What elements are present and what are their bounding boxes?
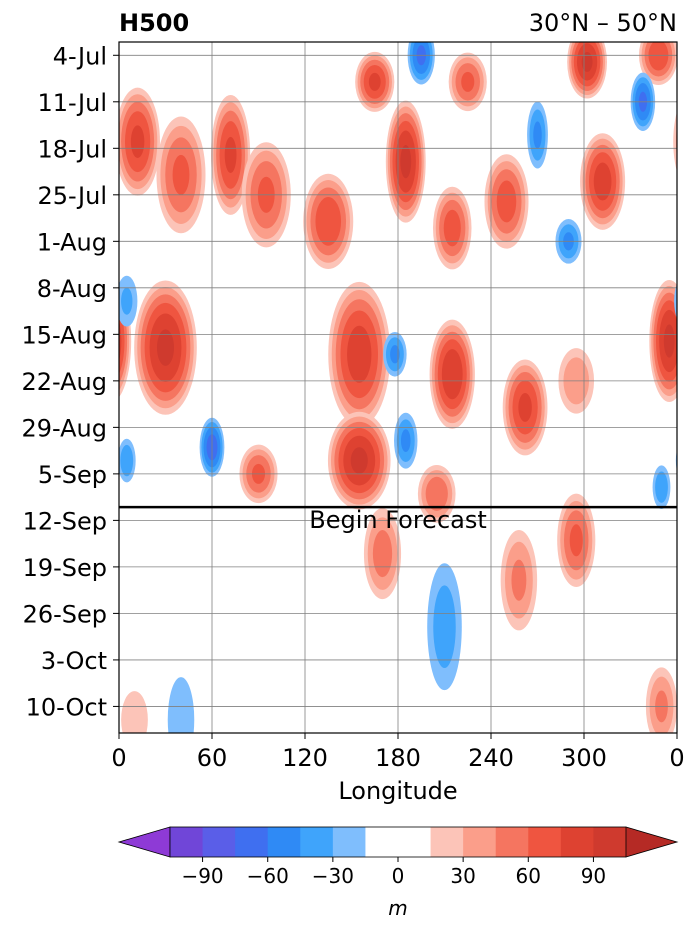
y-tick-label: 22-Aug — [21, 368, 107, 396]
y-tick-label: 12-Sep — [23, 507, 107, 535]
contour-band — [675, 126, 677, 158]
contour-band — [315, 197, 342, 246]
colorbar-tick-label: −90 — [181, 864, 223, 888]
chart-title: H500 — [119, 9, 189, 37]
contour-band — [674, 283, 677, 319]
colorbar-segment — [430, 827, 464, 857]
contour-band — [347, 325, 372, 383]
colorbar-segment — [593, 827, 627, 857]
colorbar-tick-label: 30 — [450, 864, 475, 888]
contour-band — [673, 111, 677, 172]
colorbar-tick-label: 60 — [516, 864, 541, 888]
forecast-label: Begin Forecast — [309, 506, 487, 534]
x-tick-label: 0 — [111, 744, 126, 772]
chart-subtitle: 30°N – 50°N — [529, 9, 677, 37]
colorbar-tick-label: 90 — [581, 864, 606, 888]
contour-band — [121, 691, 148, 733]
colorbar-tick-label: −60 — [247, 864, 289, 888]
contour-band — [496, 180, 517, 223]
contour-band — [679, 288, 690, 315]
x-tick-label: 60 — [197, 744, 228, 772]
x-tick-label: 300 — [561, 744, 607, 772]
contour-band — [400, 429, 411, 453]
contour-band — [679, 102, 697, 182]
y-tick-label: 3-Oct — [41, 647, 107, 675]
y-tick-label: 18-Jul — [38, 135, 108, 163]
x-tick-label: 240 — [468, 744, 514, 772]
y-tick-label: 8-Aug — [37, 275, 107, 303]
contour-band — [655, 471, 668, 503]
contour-band — [156, 329, 175, 366]
contour-band — [663, 324, 675, 358]
colorbar-segment — [332, 827, 366, 857]
y-tick-label: 11-Jul — [38, 89, 108, 117]
y-tick-label: 5-Sep — [38, 461, 107, 489]
contour-band — [679, 691, 697, 748]
contour-band — [461, 71, 475, 92]
y-tick-label: 29-Aug — [21, 414, 107, 442]
colorbar-segment — [463, 827, 497, 857]
contour-band — [390, 345, 400, 364]
x-axis-label: Longitude — [338, 777, 457, 805]
contour-band — [533, 121, 542, 149]
contour-band — [689, 125, 697, 158]
colorbar-segment — [560, 827, 594, 857]
contour-band — [172, 154, 190, 195]
colorbar-segment — [398, 827, 432, 857]
contour-band — [120, 444, 134, 477]
contour-band — [130, 125, 145, 158]
contour-band — [511, 559, 527, 601]
colorbar-segment — [267, 827, 301, 857]
contour-band — [121, 287, 133, 315]
anomaly-field — [106, 42, 697, 748]
contour-band — [167, 677, 195, 733]
contour-band — [648, 42, 669, 71]
contour-band — [224, 136, 237, 174]
colorbar-segment — [235, 827, 269, 857]
contour-band — [683, 111, 697, 172]
contour-band — [678, 445, 691, 476]
contour-band — [372, 530, 393, 578]
colorbar-label: m — [388, 896, 407, 920]
x-tick-label: 180 — [375, 744, 421, 772]
x-tick-label: 0 — [669, 744, 684, 772]
contour-band — [675, 449, 677, 472]
colorbar-segment — [202, 827, 236, 857]
y-tick-label: 15-Aug — [21, 321, 107, 349]
colorbar-extend-max — [625, 826, 679, 858]
y-tick-label: 26-Sep — [23, 600, 107, 628]
contour-band — [350, 447, 368, 474]
contour-band — [368, 72, 381, 91]
x-tick-label: 120 — [282, 744, 328, 772]
colorbar-segment — [528, 827, 562, 857]
colorbar-tick-label: −30 — [312, 864, 354, 888]
contour-band — [425, 476, 448, 511]
y-tick-label: 25-Jul — [38, 182, 108, 210]
colorbar-tick-label: 0 — [392, 864, 405, 888]
y-tick-label: 4-Jul — [53, 42, 107, 70]
contour-band — [443, 209, 461, 247]
contour-band — [518, 392, 532, 422]
colorbar-segment — [170, 827, 204, 857]
contour-band — [441, 349, 463, 400]
contour-band — [569, 524, 583, 557]
contour-band — [400, 144, 412, 179]
colorbar-segment — [495, 827, 529, 857]
y-tick-label: 1-Aug — [37, 228, 107, 256]
y-tick-label: 19-Sep — [23, 554, 107, 582]
contour-band — [106, 324, 117, 357]
contour-band — [593, 162, 612, 201]
plot-area: Begin Forecast 0 60 120 180 240 300 0 4-Jul 11-… — [21, 41, 697, 772]
contour-band — [433, 585, 456, 668]
colorbar-segment — [300, 827, 334, 857]
x-axis: 0 60 120 180 240 300 0 — [111, 733, 685, 772]
colorbar-extend-min — [117, 826, 171, 858]
y-tick-label: 10-Oct — [26, 693, 107, 721]
colorbar: −90 −60 −30 0 30 60 90 — [117, 826, 679, 888]
colorbar-segment — [365, 827, 399, 857]
y-axis: 4-Jul 11-Jul 18-Jul 25-Jul 1-Aug 8-Aug 15-Aug 2… — [21, 42, 119, 721]
